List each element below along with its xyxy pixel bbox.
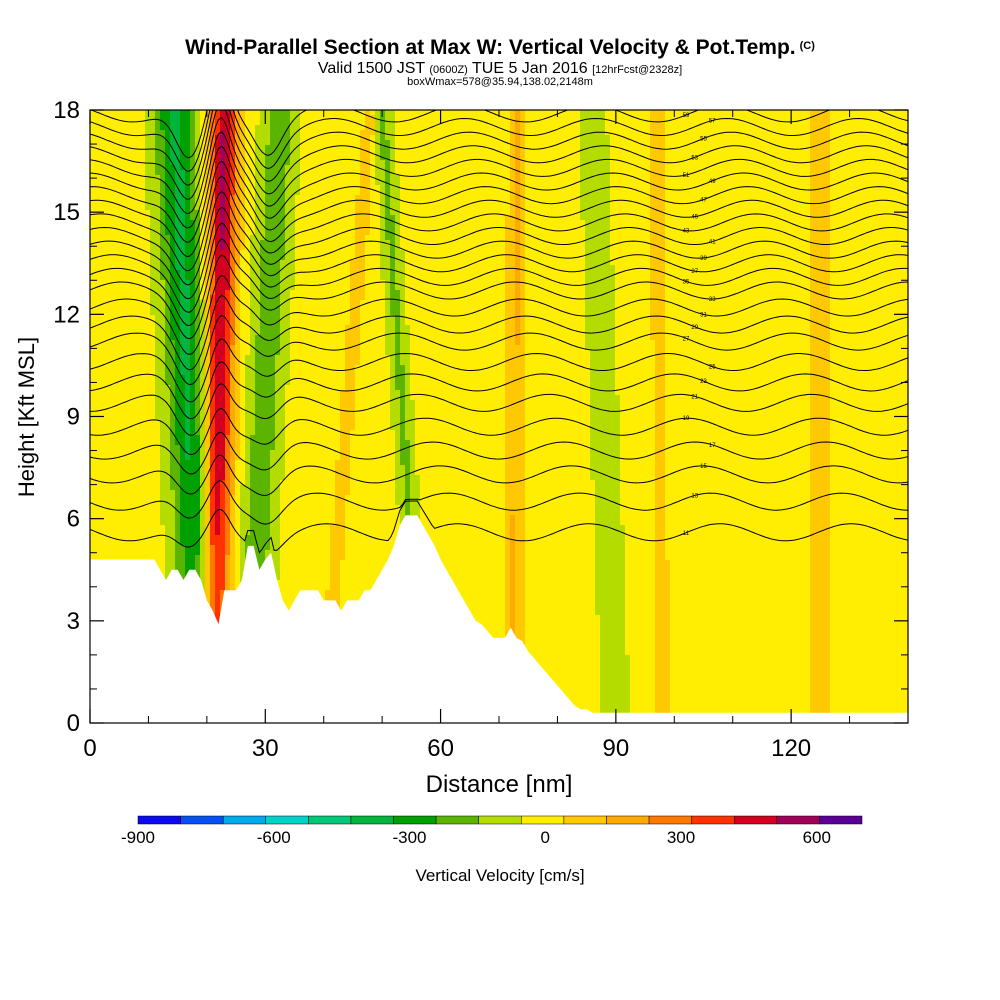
y-tick-label: 6 xyxy=(67,506,80,533)
theta-contour-label: 37 xyxy=(691,269,698,275)
theta-contour-label: 31 xyxy=(700,312,707,318)
theta-contour-label: 29 xyxy=(691,325,698,331)
colorbar-swatch xyxy=(734,816,777,824)
theta-contour-label: 27 xyxy=(683,336,690,342)
colorbar-swatch xyxy=(479,816,522,824)
cross-section-chart: 1113151719212325272931333537394143454749… xyxy=(0,0,1000,1000)
theta-contour-label: 59 xyxy=(683,113,690,119)
colorbar-swatch xyxy=(223,816,266,824)
theta-contour-label: 49 xyxy=(709,179,716,185)
theta-contour-label: 11 xyxy=(683,531,690,537)
theta-contour-label: 43 xyxy=(683,229,690,235)
colorbar: -900 -600 -300 0 300 600 xyxy=(121,816,862,847)
theta-contour-label: 23 xyxy=(700,379,707,385)
colorbar-swatch xyxy=(564,816,607,824)
theta-contour-label: 19 xyxy=(683,416,690,422)
theta-contour-label: 41 xyxy=(709,240,716,246)
y-tick-label: 3 xyxy=(67,608,80,635)
colorbar-tick-label: 300 xyxy=(667,828,695,847)
theta-contour-label: 45 xyxy=(691,215,698,221)
colorbar-tick-label: 600 xyxy=(803,828,831,847)
colorbar-swatch xyxy=(266,816,309,824)
theta-contour-label: 51 xyxy=(683,173,690,179)
colorbar-swatch xyxy=(649,816,692,824)
theta-contour-label: 35 xyxy=(683,279,690,285)
x-tick-label: 60 xyxy=(427,735,454,762)
theta-contour-label: 33 xyxy=(709,297,716,303)
theta-contour-label: 57 xyxy=(709,119,716,125)
theta-contour-label: 13 xyxy=(691,493,698,499)
colorbar-swatch xyxy=(606,816,649,824)
x-tick-label: 90 xyxy=(603,735,630,762)
theta-contour-label: 53 xyxy=(691,155,698,161)
colorbar-swatch xyxy=(308,816,351,824)
colorbar-label: Vertical Velocity [cm/s] xyxy=(415,866,584,885)
y-tick-label: 0 xyxy=(67,710,80,737)
theta-contour-label: 17 xyxy=(709,443,716,449)
theta-contour-label: 15 xyxy=(700,464,707,470)
y-axis-label: Height [Kft MSL] xyxy=(14,337,39,497)
colorbar-swatch xyxy=(521,816,564,824)
x-tick-label: 30 xyxy=(252,735,279,762)
colorbar-swatch xyxy=(819,816,862,824)
theta-contour-label: 47 xyxy=(700,198,707,204)
colorbar-swatch xyxy=(436,816,479,824)
colorbar-tick-label: -300 xyxy=(392,828,426,847)
y-tick-label: 15 xyxy=(53,199,80,226)
colorbar-swatch xyxy=(138,816,181,824)
theta-contour-label: 25 xyxy=(709,365,716,371)
colorbar-swatch xyxy=(351,816,394,824)
colorbar-swatch xyxy=(394,816,437,824)
colorbar-swatch xyxy=(777,816,820,824)
colorbar-swatch xyxy=(181,816,224,824)
x-axis-label: Distance [nm] xyxy=(426,771,573,798)
colorbar-tick-label: 0 xyxy=(541,828,550,847)
colorbar-swatch xyxy=(692,816,735,824)
theta-contour-label: 21 xyxy=(691,394,698,400)
y-tick-label: 18 xyxy=(53,97,80,124)
y-tick-label: 9 xyxy=(67,404,80,431)
x-tick-label: 0 xyxy=(83,735,96,762)
y-tick-label: 12 xyxy=(53,301,80,328)
colorbar-tick-label: -600 xyxy=(257,828,291,847)
colorbar-tick-label: -900 xyxy=(121,828,155,847)
theta-contour-label: 39 xyxy=(700,256,707,262)
x-tick-label: 120 xyxy=(771,735,811,762)
theta-contour-label: 55 xyxy=(700,137,707,143)
